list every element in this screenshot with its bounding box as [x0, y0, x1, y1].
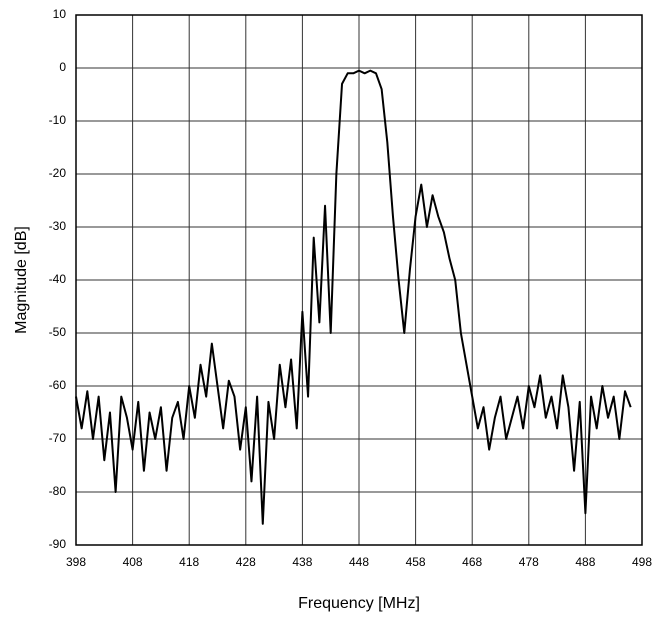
x-tick-label: 458	[406, 555, 426, 569]
y-tick-label: -30	[49, 219, 67, 233]
y-tick-label: 10	[53, 7, 67, 21]
x-tick-label: 418	[179, 555, 199, 569]
y-tick-label: -80	[49, 484, 67, 498]
y-axis-title: Magnitude [dB]	[13, 226, 30, 334]
y-tick-label: -70	[49, 431, 67, 445]
y-tick-label: 0	[59, 60, 66, 74]
y-tick-label: -20	[49, 166, 67, 180]
y-tick-label: -90	[49, 537, 67, 551]
x-tick-label: 498	[632, 555, 652, 569]
x-tick-label: 428	[236, 555, 256, 569]
y-tick-label: -40	[49, 272, 67, 286]
x-tick-label: 478	[519, 555, 539, 569]
x-tick-label: 448	[349, 555, 369, 569]
x-tick-label: 398	[66, 555, 86, 569]
plot-frame	[75, 14, 643, 546]
y-tick-label: -50	[49, 325, 67, 339]
y-tick-label: -60	[49, 378, 67, 392]
data-line	[75, 69, 632, 525]
x-tick-label: 468	[462, 555, 482, 569]
x-tick-label: 438	[292, 555, 312, 569]
x-axis-title: Frequency [MHz]	[298, 595, 420, 612]
x-tick-label: 408	[123, 555, 143, 569]
x-tick-label: 488	[575, 555, 595, 569]
y-tick-label: -10	[49, 113, 67, 127]
